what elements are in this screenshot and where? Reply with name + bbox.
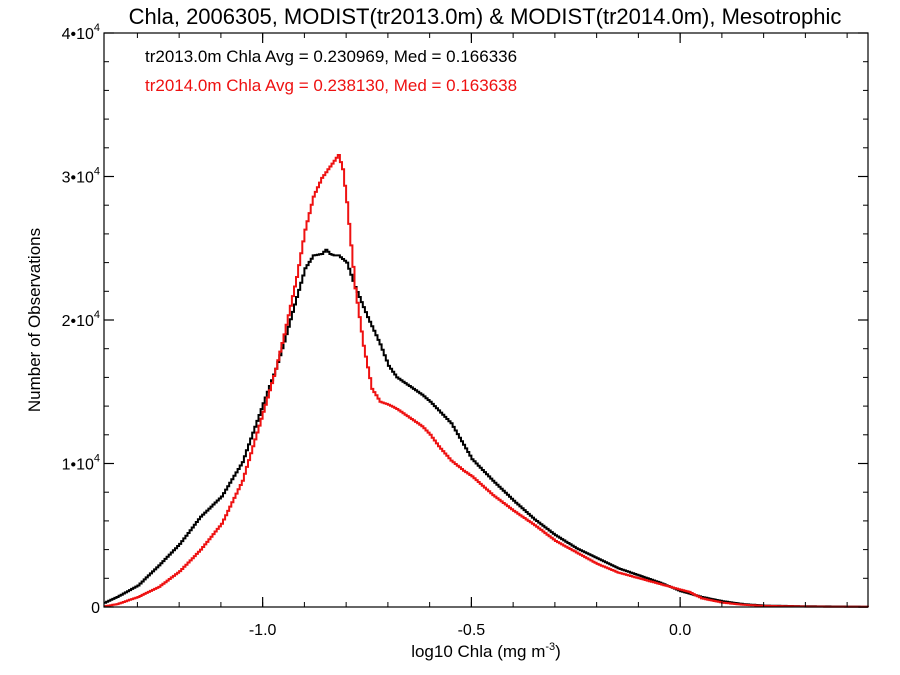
y-tick-label: 3•104 (62, 166, 100, 187)
y-axis: 0 1•104 2•104 3•104 4•104 (62, 22, 868, 617)
legend-entry-2: tr2014.0m Chla Avg = 0.238130, Med = 0.1… (145, 76, 517, 95)
legend: tr2013.0m Chla Avg = 0.230969, Med = 0.1… (145, 47, 517, 95)
legend-entry-1: tr2013.0m Chla Avg = 0.230969, Med = 0.1… (145, 47, 517, 66)
y-tick-label: 2•104 (62, 309, 100, 330)
y-tick-label: 0 (91, 600, 100, 617)
series-line-1 (104, 248, 868, 608)
x-tick-label: 0.0 (669, 622, 691, 639)
x-axis: -1.0 -0.5 0.0 (136, 33, 848, 639)
chart-title: Chla, 2006305, MODIST(tr2013.0m) & MODIS… (129, 4, 842, 29)
x-tick-label: -1.0 (249, 622, 277, 639)
y-axis-label: Number of Observations (25, 228, 44, 412)
x-axis-label-tail: ) (555, 642, 561, 661)
series-line-2 (104, 154, 869, 608)
x-axis-label-exponent: -3 (545, 641, 555, 653)
x-axis-label-main: log10 Chla (mg m (411, 642, 545, 661)
x-axis-label: log10 Chla (mg m-3) (411, 641, 561, 661)
series-layer (104, 154, 869, 608)
y-tick-label: 1•104 (62, 453, 100, 474)
x-tick-label: -0.5 (458, 622, 486, 639)
plot-frame (103, 32, 869, 608)
y-tick-label: 4•104 (62, 22, 100, 43)
